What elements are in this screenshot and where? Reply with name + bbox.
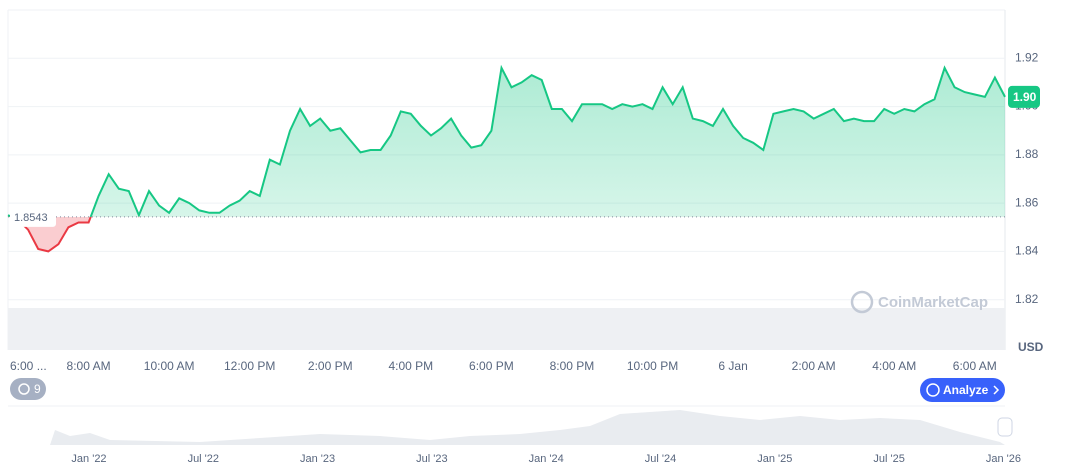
x-tick-label: 4:00 PM [388, 359, 433, 373]
analyze-arrow [993, 385, 1000, 395]
y-tick-label: 1.82 [1015, 292, 1039, 306]
x-tick-label: 2:00 AM [792, 359, 836, 373]
baseline-tag [10, 206, 56, 227]
analyze-label: Analyze [943, 383, 989, 397]
x-tick-label: 10:00 AM [144, 359, 195, 373]
volume-area [8, 308, 1005, 350]
badge-icon [18, 383, 30, 395]
navigator-label: Jan '26 [986, 453, 1021, 465]
navigator-label: Jan '24 [529, 453, 564, 465]
x-tick-label: 6:00 PM [469, 359, 514, 373]
badge[interactable] [10, 378, 46, 400]
navigator-label: Jul '25 [873, 453, 904, 465]
x-tick-label: 2:00 PM [308, 359, 353, 373]
price-tag-label: 1.90 [1013, 90, 1037, 104]
baseline-label: 1.8543 [14, 212, 48, 224]
x-tick-label: 12:00 PM [224, 359, 275, 373]
x-tick-label: 10:00 PM [627, 359, 678, 373]
x-tick-label: 8:00 PM [550, 359, 595, 373]
badge-count: 9 [34, 382, 41, 396]
y-unit: USD [1018, 340, 1044, 354]
navigator-label: Jan '23 [300, 453, 335, 465]
navigator-handle[interactable] [997, 417, 1013, 437]
price-tag [1008, 85, 1040, 108]
area-up [8, 67, 1005, 217]
analyze-icon [926, 383, 940, 397]
x-tick-label: 8:00 AM [67, 359, 111, 373]
x-tick-label: 4:00 AM [872, 359, 916, 373]
navigator-label: Jul '22 [188, 453, 219, 465]
watermark-logo [850, 290, 874, 314]
navigator-label: Jan '25 [757, 453, 792, 465]
x-tick-label: 6:00 ... [10, 359, 47, 373]
x-tick-label: 6 Jan [718, 359, 747, 373]
watermark: CoinMarketCap [878, 294, 988, 311]
y-tick-label: 1.84 [1015, 244, 1039, 258]
navigator-label: Jul '23 [416, 453, 447, 465]
price-line [7, 64, 1006, 217]
navigator-area [8, 410, 1005, 445]
y-tick-label: 1.88 [1015, 147, 1039, 161]
navigator-label: Jul '24 [645, 453, 676, 465]
analyze-button[interactable] [920, 378, 1005, 402]
y-tick-label: 1.86 [1015, 195, 1039, 209]
y-tick-label: 1.92 [1015, 50, 1039, 64]
x-tick-label: 6:00 AM [953, 359, 997, 373]
navigator-label: Jan '22 [71, 453, 106, 465]
